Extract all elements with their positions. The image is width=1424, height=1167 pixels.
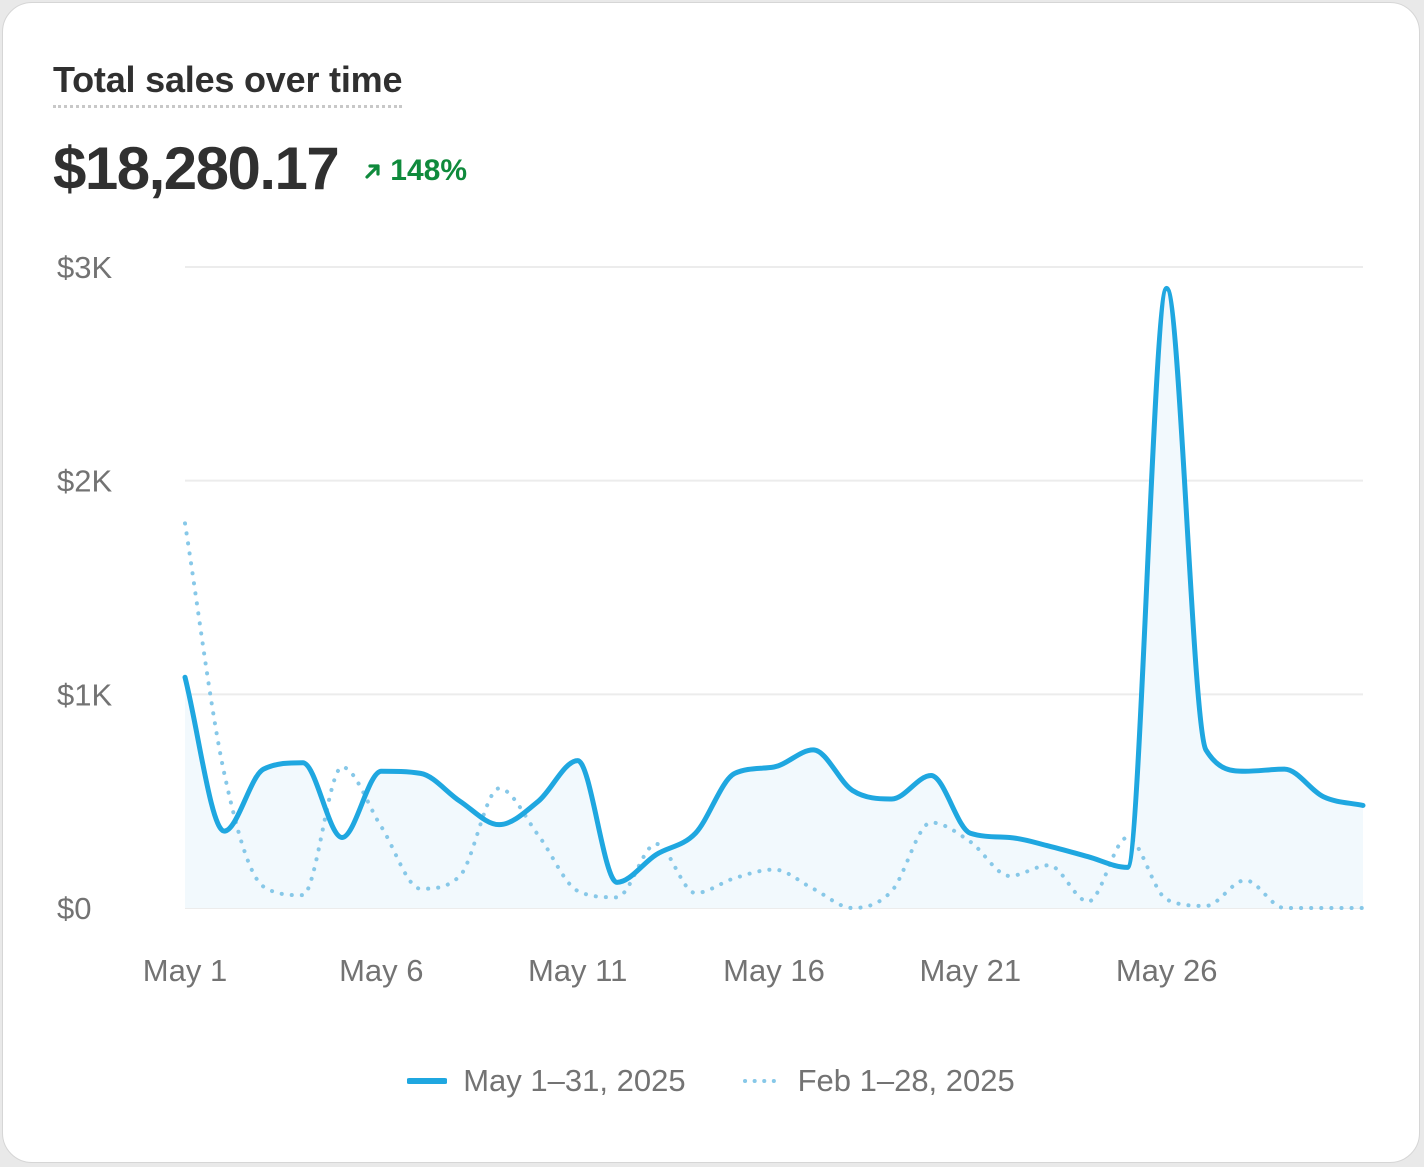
- x-axis-labels: May 1 May 6 May 11 May 16 May 21 May 26: [143, 953, 1218, 988]
- legend-dotted-line-icon: [742, 1079, 781, 1083]
- change-badge: 148%: [362, 154, 467, 188]
- x-tick-label: May 1: [143, 953, 227, 988]
- y-tick-label: $2K: [57, 464, 112, 499]
- legend-item-previous[interactable]: Feb 1–28, 2025: [742, 1063, 1015, 1099]
- legend-item-current[interactable]: May 1–31, 2025: [407, 1063, 686, 1099]
- y-tick-label: $0: [57, 891, 91, 926]
- legend-solid-line-icon: [407, 1078, 448, 1084]
- sales-line-chart[interactable]: $0 $1K $2K $3K May 1 May 6 May 11 May 16 May 21…: [3, 3, 1420, 1163]
- arrow-up-right-icon: [365, 164, 380, 179]
- series-area-fill: [185, 288, 1363, 908]
- series-lines: [182, 285, 1366, 910]
- x-tick-label: May 11: [528, 953, 627, 988]
- y-tick-label: $1K: [57, 677, 112, 712]
- total-row: $18,280.17 148%: [53, 133, 467, 205]
- legend-label-current: May 1–31, 2025: [463, 1063, 686, 1098]
- x-tick-label: May 21: [919, 953, 1021, 988]
- x-tick-label: May 16: [723, 953, 825, 988]
- x-tick-label: May 6: [339, 953, 423, 988]
- change-percent: 148%: [390, 154, 468, 187]
- area-fill: [185, 288, 1363, 908]
- legend-label-previous: Feb 1–28, 2025: [797, 1063, 1015, 1098]
- y-axis-labels: $0 $1K $2K $3K: [57, 250, 112, 926]
- x-tick-label: May 26: [1116, 953, 1218, 988]
- series-line-previous[interactable]: [183, 521, 1365, 910]
- card-title[interactable]: Total sales over time: [53, 59, 402, 108]
- chart-legend: May 1–31, 2025 Feb 1–28, 2025: [3, 1063, 1419, 1099]
- total-sales-value: $18,280.17: [53, 135, 340, 202]
- series-line-current[interactable]: [182, 285, 1366, 885]
- y-tick-label: $3K: [57, 250, 112, 285]
